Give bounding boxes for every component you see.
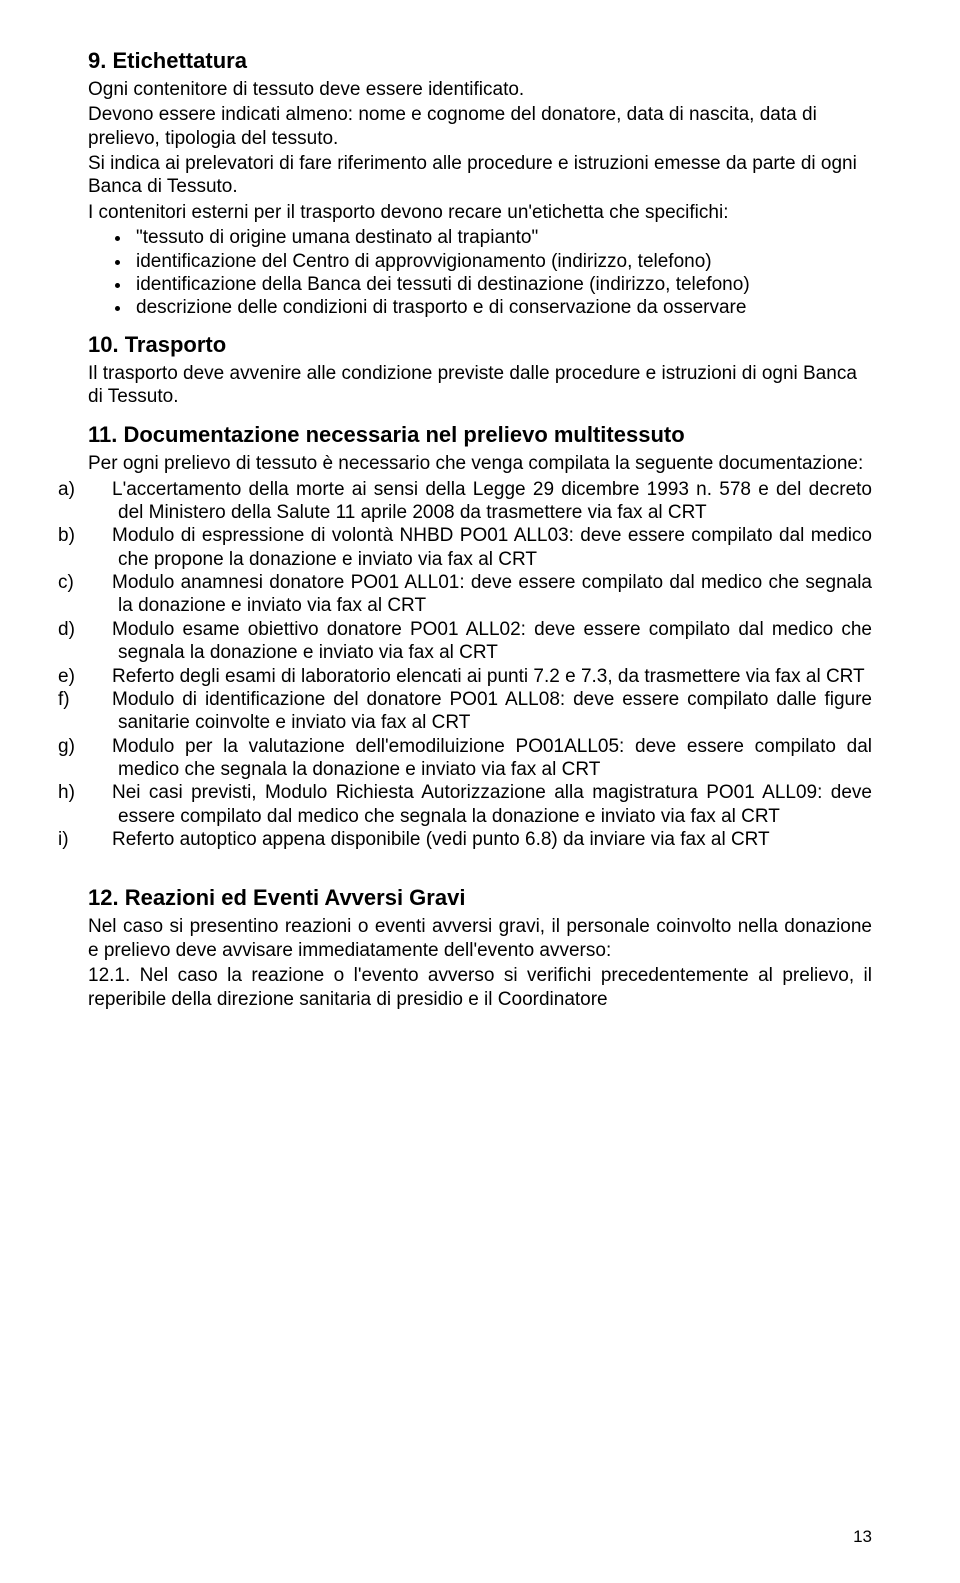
spacer [88,410,872,422]
section-11-item-a: a)L'accertamento della morte ai sensi de… [88,478,872,525]
section-11-heading: 11. Documentazione necessaria nel prelie… [88,422,872,448]
section-11-item-g: g)Modulo per la valutazione dell'emodilu… [88,735,872,782]
section-11-p1: Per ogni prelievo di tessuto è necessari… [88,452,872,475]
section-11-item-c-text: Modulo anamnesi donatore PO01 ALL01: dev… [112,572,872,616]
section-12-p1: Nel caso si presentino reazioni o eventi… [88,915,872,962]
list-label-f: f) [88,688,112,711]
section-11-item-h: h)Nei casi previsti, Modulo Richiesta Au… [88,781,872,828]
section-9-heading: 9. Etichettatura [88,48,872,74]
section-11-item-g-text: Modulo per la valutazione dell'emodiluiz… [112,736,872,780]
section-11-item-d: d)Modulo esame obiettivo donatore PO01 A… [88,618,872,665]
list-label-e: e) [88,665,112,688]
section-12-p2: 12.1. Nel caso la reazione o l'evento av… [88,964,872,1011]
section-9-bullets: "tessuto di origine umana destinato al t… [88,226,872,319]
section-10-heading: 10. Trasporto [88,332,872,358]
spacer [88,851,872,885]
section-11-item-h-text: Nei casi previsti, Modulo Richiesta Auto… [112,782,872,826]
section-11-item-i: i)Referto autoptico appena disponibile (… [88,828,872,851]
section-9-p2: Devono essere indicati almeno: nome e co… [88,103,872,150]
section-9-p3: Si indica ai prelevatori di fare riferim… [88,152,872,199]
section-10-p1: Il trasporto deve avvenire alle condizio… [88,362,872,409]
section-9-p4: I contenitori esterni per il trasporto d… [88,201,872,224]
page-number: 13 [853,1527,872,1547]
list-label-c: c) [88,571,112,594]
list-label-i: i) [88,828,112,851]
section-11-item-f-text: Modulo di identificazione del donatore P… [112,689,872,733]
section-11-item-c: c)Modulo anamnesi donatore PO01 ALL01: d… [88,571,872,618]
section-11-item-e: e)Referto degli esami di laboratorio ele… [88,665,872,688]
spacer [88,320,872,332]
list-label-a: a) [88,478,112,501]
section-9-p1: Ogni contenitore di tessuto deve essere … [88,78,872,101]
section-12-heading: 12. Reazioni ed Eventi Avversi Gravi [88,885,872,911]
document-page: 9. Etichettatura Ogni contenitore di tes… [0,0,960,1583]
section-11-item-i-text: Referto autoptico appena disponibile (ve… [112,829,770,850]
list-label-h: h) [88,781,112,804]
section-9-bullet-2: identificazione del Centro di approvvigi… [132,250,872,273]
section-11-item-f: f)Modulo di identificazione del donatore… [88,688,872,735]
section-11-item-b: b)Modulo di espressione di volontà NHBD … [88,524,872,571]
section-11-item-b-text: Modulo di espressione di volontà NHBD PO… [112,525,872,569]
section-9-bullet-1: "tessuto di origine umana destinato al t… [132,226,872,249]
section-11-item-a-text: L'accertamento della morte ai sensi dell… [112,479,872,523]
section-9-bullet-3: identificazione della Banca dei tessuti … [132,273,872,296]
section-9-bullet-4: descrizione delle condizioni di trasport… [132,296,872,319]
section-11-item-e-text: Referto degli esami di laboratorio elenc… [112,666,865,687]
section-11-item-d-text: Modulo esame obiettivo donatore PO01 ALL… [112,619,872,663]
list-label-b: b) [88,524,112,547]
list-label-d: d) [88,618,112,641]
list-label-g: g) [88,735,112,758]
